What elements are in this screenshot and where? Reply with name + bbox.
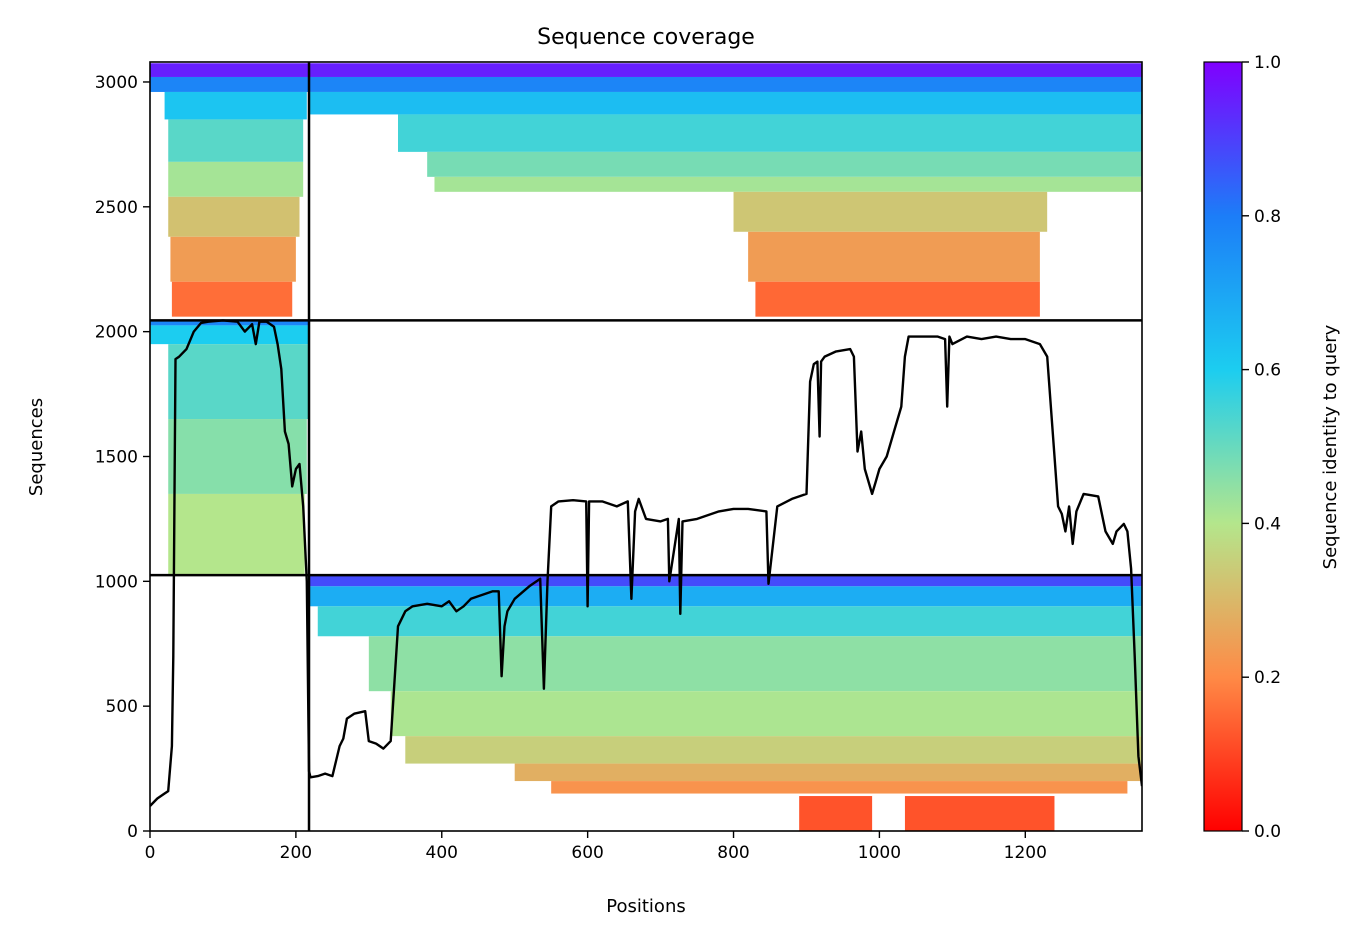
x-tick-label: 400 xyxy=(426,843,458,863)
coverage-band xyxy=(904,796,1055,831)
y-axis-ticks: 0 500 1000 1500 2000 2500 3000 xyxy=(95,73,150,842)
coverage-band xyxy=(150,325,310,345)
coverage-band xyxy=(551,781,1128,794)
colorbar xyxy=(1203,61,1243,832)
coverage-band xyxy=(405,736,1142,764)
coverage-block-0 xyxy=(150,63,310,317)
y-tick-label: 3000 xyxy=(95,73,138,93)
coverage-band xyxy=(755,281,1040,317)
coverage-band xyxy=(150,76,310,92)
coverage-band xyxy=(170,236,296,282)
coverage-band xyxy=(150,63,310,77)
y-tick-label: 0 xyxy=(127,822,138,842)
coverage-band xyxy=(733,191,1048,232)
coverage-band xyxy=(171,281,293,317)
colorbar-tick-label: 0.0 xyxy=(1254,822,1281,842)
x-axis-label: Positions xyxy=(606,896,685,917)
coverage-band xyxy=(799,796,873,831)
coverage-band xyxy=(434,176,1142,192)
x-tick-label: 1000 xyxy=(858,843,901,863)
colorbar-tick-label: 1.0 xyxy=(1254,53,1281,73)
coverage-band xyxy=(168,196,300,237)
colorbar-label: Sequence identity to query xyxy=(1320,324,1341,569)
coverage-band xyxy=(309,575,1142,587)
coverage-band xyxy=(168,161,304,197)
coverage-band xyxy=(390,691,1142,737)
y-tick-label: 500 xyxy=(106,697,138,717)
coverage-band xyxy=(368,636,1142,692)
coverage-band xyxy=(309,586,1142,607)
coverage-band xyxy=(427,151,1142,177)
heatmap-layer xyxy=(150,63,1142,831)
coverage-line xyxy=(150,319,1142,807)
coverage-band xyxy=(398,114,1142,152)
coverage-band xyxy=(748,231,1040,282)
x-tick-label: 800 xyxy=(717,843,749,863)
coverage-band xyxy=(309,63,1142,77)
chart-title: Sequence coverage xyxy=(537,25,755,50)
x-axis-ticks: 0 200 400 600 800 1000 1200 xyxy=(145,831,1047,863)
colorbar-tick-label: 0.4 xyxy=(1254,514,1281,534)
coverage-band xyxy=(317,606,1142,637)
coverage-band xyxy=(150,320,310,326)
x-tick-label: 600 xyxy=(571,843,603,863)
coverage-band xyxy=(168,344,310,420)
y-axis-label: Sequences xyxy=(26,398,47,496)
y-tick-label: 2000 xyxy=(95,323,138,343)
coverage-line-layer xyxy=(150,319,1142,807)
colorbar-ticks: 0.0 0.2 0.4 0.6 0.8 1.0 xyxy=(1242,53,1281,842)
coverage-band xyxy=(168,119,304,162)
coverage-band xyxy=(309,91,1142,115)
x-tick-label: 0 xyxy=(145,843,156,863)
colorbar-tick-label: 0.8 xyxy=(1254,207,1281,227)
coverage-band xyxy=(168,493,305,576)
coverage-block-3 xyxy=(309,575,1142,831)
x-tick-label: 200 xyxy=(280,843,312,863)
x-tick-label: 1200 xyxy=(1004,843,1047,863)
coverage-band xyxy=(164,91,307,120)
y-tick-label: 1500 xyxy=(95,447,138,467)
coverage-band xyxy=(309,76,1142,92)
coverage-block-1 xyxy=(309,63,1142,317)
plot-frame xyxy=(149,61,1143,832)
y-tick-label: 1000 xyxy=(95,572,138,592)
colorbar-tick-label: 0.6 xyxy=(1254,361,1281,381)
coverage-band xyxy=(514,763,1142,782)
coverage-block-2 xyxy=(150,320,310,576)
y-tick-label: 2500 xyxy=(95,198,138,218)
colorbar-tick-label: 0.2 xyxy=(1254,668,1281,688)
coverage-band xyxy=(168,419,307,494)
